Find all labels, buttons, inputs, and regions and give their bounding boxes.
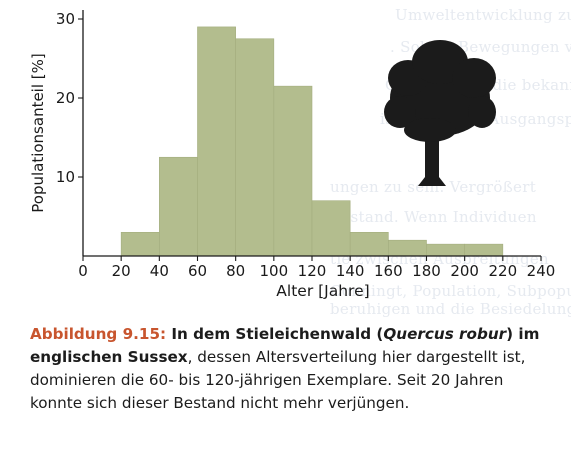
caption-species-name: Quercus robur bbox=[383, 325, 507, 343]
y-tick-label: 30 bbox=[56, 10, 75, 28]
x-axis-label: Alter [Jahre] bbox=[276, 282, 369, 300]
x-tick-label: 120 bbox=[298, 262, 327, 280]
x-tick-label: 180 bbox=[412, 262, 441, 280]
histogram-bar bbox=[273, 85, 313, 257]
y-tick-label: 20 bbox=[56, 89, 75, 107]
caption-figure-number: Abbildung 9.15: bbox=[30, 325, 167, 343]
y-tick-group: 10 20 30 bbox=[56, 10, 83, 186]
histogram-bar bbox=[464, 243, 504, 257]
histogram-bar bbox=[426, 243, 465, 257]
x-tick-label: 140 bbox=[336, 262, 365, 280]
caption-bold-part1: In dem Stieleichenwald ( bbox=[166, 325, 384, 343]
tree-crown-lobe bbox=[404, 118, 456, 142]
histogram-bar bbox=[349, 232, 389, 257]
tree-silhouette bbox=[384, 40, 496, 186]
x-tick-label: 200 bbox=[450, 262, 479, 280]
x-tick-label: 40 bbox=[150, 262, 169, 280]
caption-bold-part2: ) im englischen Sussex bbox=[30, 325, 540, 366]
histogram-bar bbox=[388, 239, 427, 257]
x-tick-label: 240 bbox=[527, 262, 556, 280]
bars-group bbox=[120, 26, 504, 257]
tree-crown-lobe bbox=[384, 96, 416, 128]
x-tick-label: 100 bbox=[260, 262, 289, 280]
x-tick-label: 160 bbox=[374, 262, 403, 280]
x-tick-label: 80 bbox=[226, 262, 245, 280]
histogram-bar bbox=[197, 26, 236, 257]
x-tick-label: 220 bbox=[489, 262, 518, 280]
x-tick-label: 20 bbox=[112, 262, 131, 280]
histogram-bar bbox=[235, 38, 275, 257]
x-tick-label: 0 bbox=[78, 262, 88, 280]
histogram-chart: 0 20 40 60 80 100 120 140 160 180 200 220 240 10 20 30… bbox=[29, 10, 555, 300]
tree-root-flare bbox=[418, 168, 446, 186]
x-tick-group: 0 20 40 60 80 100 120 140 160 180 200 220 240 bbox=[78, 256, 555, 280]
y-axis-label: Populationsanteil [%] bbox=[29, 53, 47, 213]
histogram-bar bbox=[120, 232, 160, 257]
figure-caption: Abbildung 9.15: In dem Stieleichenwald (… bbox=[30, 323, 560, 415]
x-tick-label: 60 bbox=[188, 262, 207, 280]
tree-crown-lobe bbox=[468, 96, 496, 128]
tree-crown-lobe bbox=[452, 58, 496, 98]
tree-trunk bbox=[425, 128, 439, 186]
y-tick-label: 10 bbox=[56, 168, 75, 186]
histogram-bar bbox=[311, 200, 351, 257]
caption-body-text: , dessen Altersverteilung hier dargestel… bbox=[30, 348, 526, 412]
histogram-bar bbox=[159, 156, 198, 257]
